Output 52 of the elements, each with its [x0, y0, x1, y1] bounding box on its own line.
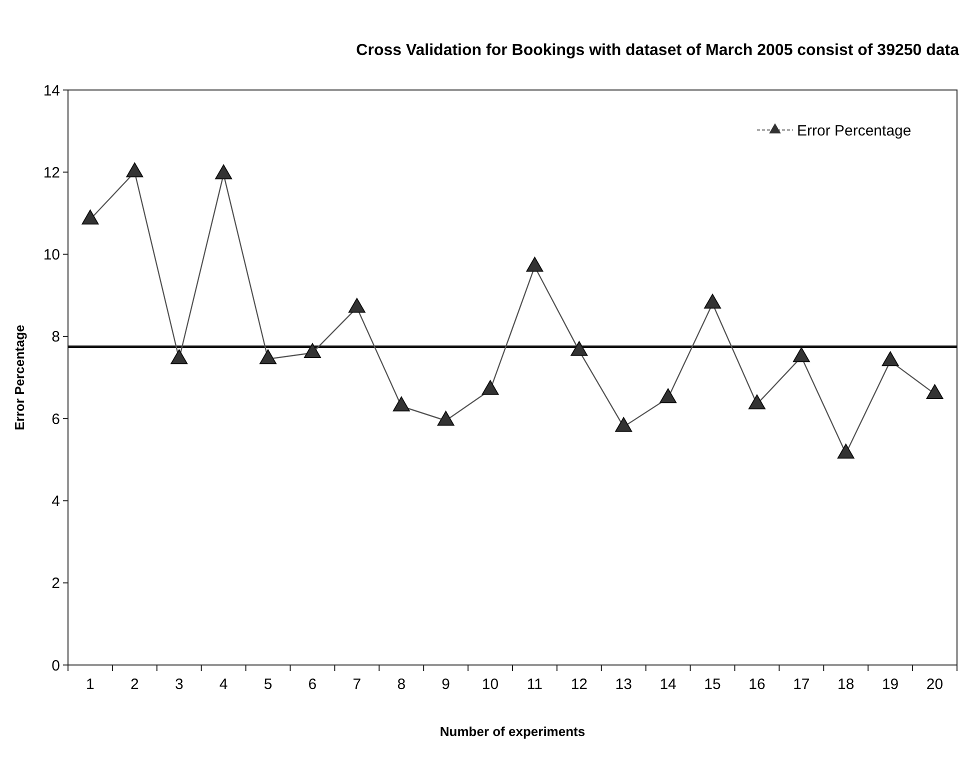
x-tick-label: 2 — [130, 676, 139, 693]
point — [526, 256, 544, 272]
x-tick-label: 4 — [219, 676, 228, 693]
x-tick-label: 17 — [793, 676, 810, 693]
x-tick-label: 1 — [86, 676, 94, 693]
point — [704, 294, 721, 309]
y-tick-label: 0 — [52, 657, 60, 674]
x-tick-label: 5 — [264, 676, 272, 693]
x-tick-label: 10 — [482, 676, 499, 693]
x-tick-label: 8 — [397, 676, 406, 693]
x-tick-label: 11 — [526, 676, 543, 693]
y-tick-label: 10 — [43, 246, 60, 264]
x-tick-label: 20 — [926, 676, 944, 693]
point — [392, 396, 410, 412]
x-tick-label: 7 — [352, 676, 362, 693]
point — [260, 349, 276, 364]
point — [304, 343, 321, 358]
x-tick-label: 16 — [748, 676, 766, 693]
x-tick-label: 9 — [442, 676, 450, 693]
point — [615, 417, 632, 432]
y-tick-label: 8 — [52, 328, 60, 346]
point — [82, 210, 99, 224]
y-tick-label: 12 — [43, 164, 60, 182]
point — [348, 298, 366, 313]
x-tick-label: 6 — [308, 676, 317, 693]
point — [437, 410, 454, 426]
y-tick-label: 2 — [52, 575, 60, 592]
point — [215, 164, 232, 180]
chart-title: Cross Validation for Bookings with dataset of March 2005 consist of 39250 data — [356, 42, 960, 59]
x-tick-label: 14 — [660, 676, 676, 693]
point — [126, 162, 144, 178]
legend-label: Error Percentage — [797, 122, 912, 140]
x-axis-title: Number of experiments — [440, 724, 586, 739]
point — [748, 394, 766, 410]
point — [926, 384, 944, 400]
point — [792, 347, 810, 362]
x-tick-label: 3 — [174, 676, 184, 693]
x-tick-label: 13 — [615, 676, 632, 693]
y-tick-label: 4 — [52, 492, 60, 510]
point — [660, 388, 677, 404]
point — [482, 380, 499, 395]
point — [837, 444, 854, 459]
point — [570, 341, 588, 356]
y-tick-label: 14 — [43, 82, 60, 100]
x-tick-label: 19 — [882, 676, 899, 693]
x-tick-label: 12 — [570, 676, 588, 693]
x-tick-label: 15 — [704, 676, 721, 693]
y-axis-title: Error Percentage — [12, 324, 27, 430]
point — [170, 349, 188, 364]
y-tick-label: 6 — [52, 410, 60, 428]
x-tick-label: 18 — [838, 676, 854, 693]
point — [882, 351, 899, 366]
